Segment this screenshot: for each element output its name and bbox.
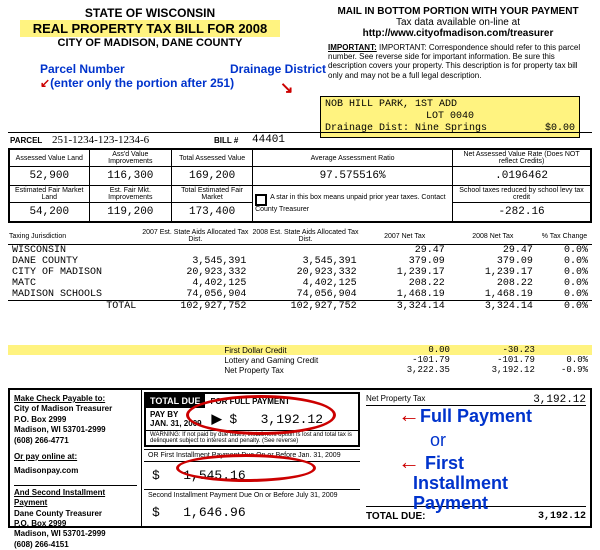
warning-text: WARNING: If not paid by due dates, insta… bbox=[146, 430, 358, 445]
annotation-parcel: Parcel Number ↙(enter only the portion a… bbox=[40, 62, 234, 90]
second-installment-label: Second Installment Payment Due On or Bef… bbox=[144, 489, 360, 501]
table-row: WISCONSIN29.4729.470.0% bbox=[8, 245, 592, 257]
table-row: MADISON SCHOOLS74,056,90474,056,9041,468… bbox=[8, 289, 592, 301]
th-improvements: Ass'd Value Improvements bbox=[89, 150, 172, 167]
payment-amounts: TOTAL DUE FOR FULL PAYMENT PAY BYJAN. 31,… bbox=[142, 390, 362, 526]
addr-line: Dane County Treasurer bbox=[14, 509, 137, 519]
th: Est. Fair Mkt. Improvements bbox=[89, 186, 172, 203]
bill-number: 44401 bbox=[252, 134, 285, 146]
th: 2007 Est. State Aids Allocated Tax Dist. bbox=[140, 228, 250, 245]
full-payment-label: FOR FULL PAYMENT bbox=[211, 397, 290, 406]
th: Estimated Fair Market Land bbox=[10, 186, 90, 203]
desc-line2: LOT 0040 bbox=[325, 111, 575, 123]
th: Total Estimated Fair Market bbox=[172, 186, 253, 203]
ann-drainage-label: Drainage District bbox=[230, 62, 326, 76]
total-row: TOTAL102,927,752102,927,7523,324.143,324… bbox=[8, 301, 592, 313]
state-label: STATE OF WISCONSIN bbox=[20, 6, 280, 20]
th: 2008 Est. State Aids Allocated Tax Dist. bbox=[250, 228, 360, 245]
full-amount: 3,192.12 bbox=[261, 412, 323, 427]
th-land: Assessed Value Land bbox=[10, 150, 90, 167]
second-installment-amount: 1,646.96 bbox=[183, 505, 245, 520]
cell: -282.16 bbox=[453, 203, 591, 222]
bill-title: REAL PROPERTY TAX BILL FOR 2008 bbox=[20, 20, 280, 37]
th-total-assessed: Total Assessed Value bbox=[172, 150, 253, 167]
first-installment-amount: 1,545.16 bbox=[183, 468, 245, 483]
annotation-full-payment: ←Full Payment bbox=[398, 402, 532, 428]
addr-line: P.O. Box 2999 bbox=[14, 519, 137, 529]
online-header: Or pay online at: bbox=[14, 452, 137, 462]
cell: 173,400 bbox=[172, 203, 253, 222]
annotation-drainage: Drainage District ↘ bbox=[230, 62, 326, 76]
header-left: STATE OF WISCONSIN REAL PROPERTY TAX BIL… bbox=[20, 6, 280, 49]
jurisdiction-table: Taxing Jurisdiction 2007 Est. State Aids… bbox=[8, 228, 592, 312]
net-tax-value: 3,192.12 bbox=[533, 394, 586, 406]
addr-line: City of Madison Treasurer bbox=[14, 404, 137, 414]
star-cell: A star in this box means unpaid prior ye… bbox=[253, 186, 453, 222]
th: 2008 Net Tax bbox=[449, 228, 537, 245]
second-header: And Second Installment Payment bbox=[14, 485, 137, 509]
table-row: MATC4,402,1254,402,125208.22208.220.0% bbox=[8, 278, 592, 289]
cell: 119,200 bbox=[89, 203, 172, 222]
addr-line: Madison, WI 53701-2999 bbox=[14, 529, 137, 539]
arrow-icon: ← bbox=[398, 402, 420, 427]
annotation-or: or bbox=[430, 430, 446, 451]
payable-header: Make Check Payable to: bbox=[14, 394, 137, 404]
arrow-icon: ← bbox=[398, 449, 420, 474]
table-row: DANE COUNTY3,545,3913,545,391379.09379.0… bbox=[8, 256, 592, 267]
th: School taxes reduced by school levy tax … bbox=[453, 186, 591, 203]
total-due-label: TOTAL DUE bbox=[146, 394, 205, 408]
fdc-row: First Dollar Credit0.00-30.23 bbox=[8, 345, 592, 355]
cell: 54,200 bbox=[10, 203, 90, 222]
addr-line: Madison, WI 53701-2999 bbox=[14, 425, 137, 435]
ann-parcel-sub: (enter only the portion after 251) bbox=[50, 76, 234, 90]
cell: .0196462 bbox=[453, 167, 591, 186]
value-table: Assessed Value Land Ass'd Value Improvem… bbox=[8, 148, 592, 223]
checkbox-icon bbox=[255, 194, 267, 206]
th: % Tax Change bbox=[537, 228, 592, 245]
ann-parcel-label: Parcel Number bbox=[40, 62, 125, 76]
full-amount-row: ▶ $ 3,192.12 bbox=[206, 410, 329, 429]
parcel-number: 251-1234-123-1234-6 bbox=[52, 134, 149, 146]
annotation-first-installment: ← First Installment Payment bbox=[398, 450, 508, 514]
credits-block: First Dollar Credit0.00-30.23 Lottery an… bbox=[8, 345, 592, 375]
arrow-icon: ▶ bbox=[212, 412, 222, 427]
final-total-value: 3,192.12 bbox=[538, 511, 586, 522]
arrow-icon: ↙ bbox=[40, 76, 50, 90]
th-ratio: Average Assessment Ratio bbox=[253, 150, 453, 167]
table-row: CITY OF MADISON20,923,33220,923,3321,239… bbox=[8, 267, 592, 278]
header-right: MAIL IN BOTTOM PORTION WITH YOUR PAYMENT… bbox=[328, 6, 588, 80]
arrow-icon: ↘ bbox=[280, 78, 293, 98]
mail-instruction: MAIL IN BOTTOM PORTION WITH YOUR PAYMENT bbox=[328, 6, 588, 17]
addr-line: (608) 266-4771 bbox=[14, 436, 137, 446]
payby-block: PAY BYJAN. 31, 2009 bbox=[146, 408, 206, 430]
online-url: Madisonpay.com bbox=[14, 466, 137, 476]
th-rate: Net Assessed Value Rate (Does NOT reflec… bbox=[453, 150, 591, 167]
parcel-label: PARCEL bbox=[10, 136, 42, 145]
or-label: OR First Installment Payment Due On or B… bbox=[144, 449, 360, 462]
cell: 116,300 bbox=[89, 167, 172, 186]
bill-label: BILL # bbox=[214, 136, 238, 145]
lottery-row: Lottery and Gaming Credit-101.79-101.790… bbox=[8, 355, 592, 365]
cell: 52,900 bbox=[10, 167, 90, 186]
addr-line: P.O. Box 2999 bbox=[14, 415, 137, 425]
th: Taxing Jurisdiction bbox=[8, 228, 140, 245]
desc-line1: NOB HILL PARK, 1ST ADD bbox=[325, 99, 575, 111]
cell: 169,200 bbox=[172, 167, 253, 186]
addr-line: (608) 266-4151 bbox=[14, 540, 137, 550]
url: http://www.cityofmadison.com/treasurer bbox=[328, 28, 588, 39]
online-label: Tax data available on-line at bbox=[328, 17, 588, 28]
parcel-row: PARCEL 251-1234-123-1234-6 BILL # 44401 bbox=[8, 132, 592, 148]
important-notice: IMPORTANT: IMPORTANT: Correspondence sho… bbox=[328, 43, 588, 80]
first-installment-row: $ 1,545.16 bbox=[142, 462, 362, 489]
cell: 97.575516% bbox=[253, 167, 453, 186]
total-due-box: TOTAL DUE FOR FULL PAYMENT PAY BYJAN. 31,… bbox=[144, 392, 360, 447]
payment-addresses: Make Check Payable to: City of Madison T… bbox=[10, 390, 142, 526]
second-installment-row: $ 1,646.96 bbox=[142, 501, 362, 524]
net-row: Net Property Tax3,222.353,192.12-0.9% bbox=[8, 365, 592, 375]
city-label: CITY OF MADISON, DANE COUNTY bbox=[20, 37, 280, 49]
th: 2007 Net Tax bbox=[361, 228, 449, 245]
